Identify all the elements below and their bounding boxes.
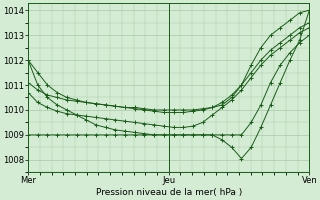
X-axis label: Pression niveau de la mer( hPa ): Pression niveau de la mer( hPa )	[96, 188, 242, 197]
